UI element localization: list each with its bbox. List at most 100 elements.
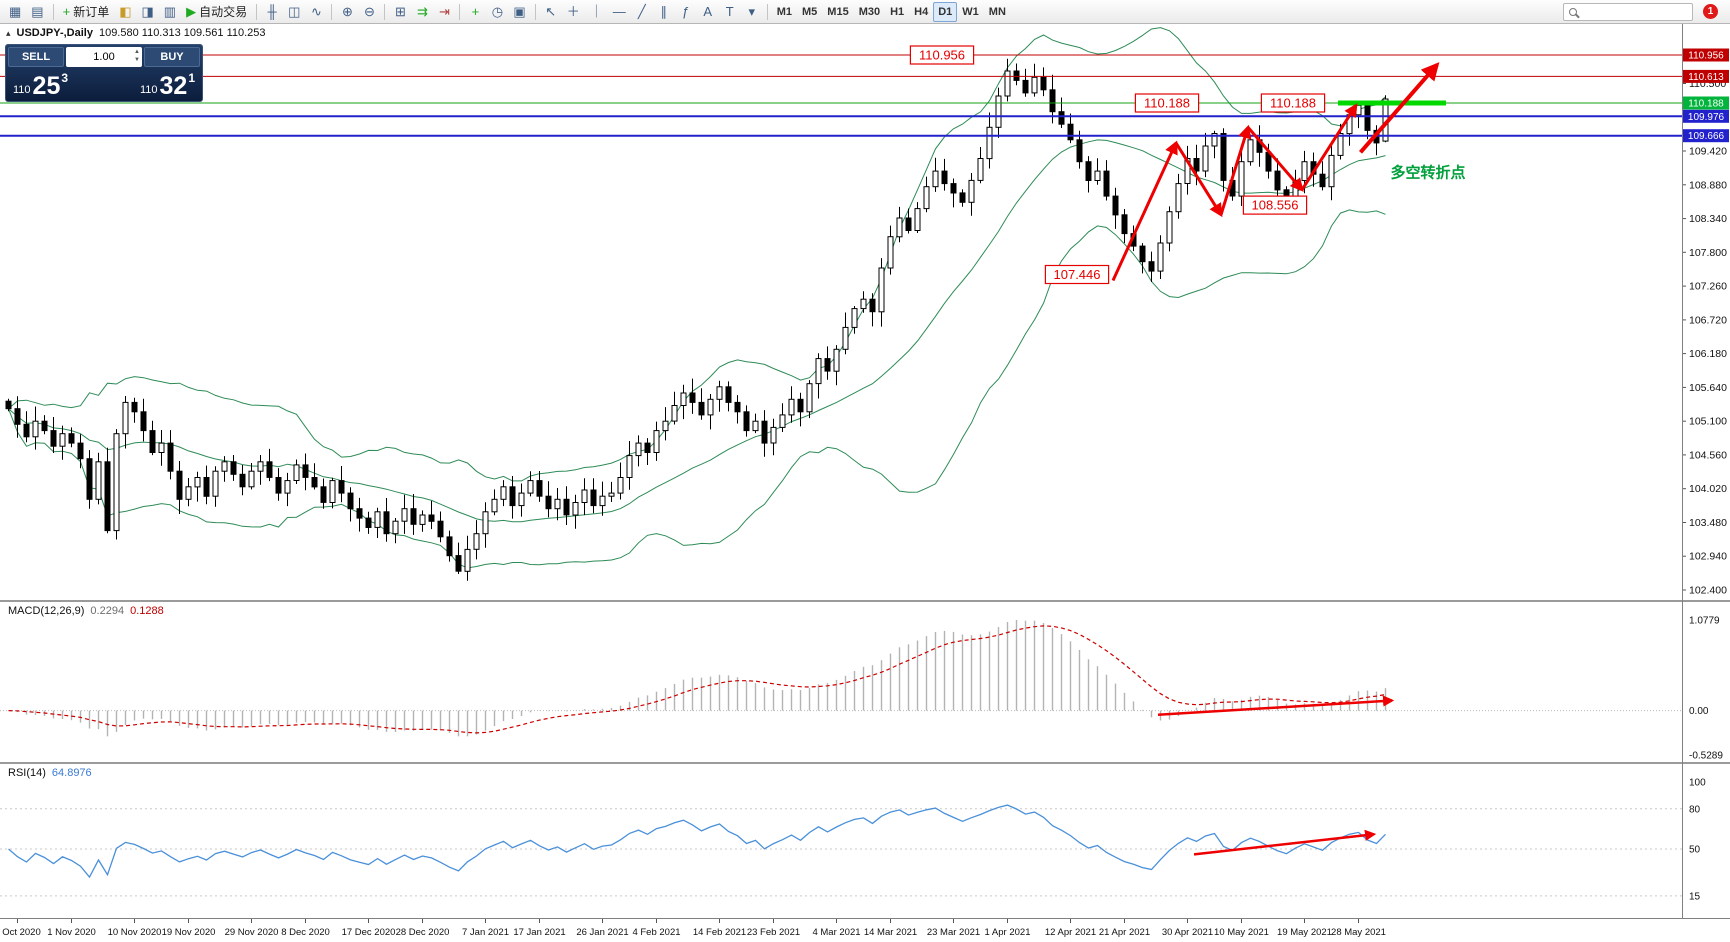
price-callout[interactable]: 110.956 [909, 45, 975, 65]
tf-h1-button-label: H1 [890, 5, 905, 18]
new-order-button[interactable]: + 新订单 [58, 2, 115, 22]
trend-zigzag-arrow[interactable] [1174, 142, 1223, 218]
tf-d1-button-label: D1 [938, 5, 953, 18]
text-button[interactable]: A [697, 2, 719, 22]
tf-m30-button[interactable]: M30 [854, 2, 885, 22]
trend-zigzag-arrow[interactable] [1300, 103, 1358, 191]
price-callout[interactable]: 110.188 [1260, 93, 1326, 113]
toolbar-separator [384, 3, 386, 20]
templates-button[interactable]: ▣ [508, 2, 530, 22]
tf-m15-button[interactable]: M15 [822, 2, 853, 22]
time-tick-label: 4 Feb 2021 [632, 927, 680, 938]
tf-d1-button[interactable]: D1 [933, 1, 958, 22]
candlestick-chart-button[interactable]: ◫ [283, 2, 305, 22]
tf-h4-button-label: H4 [914, 5, 929, 18]
tf-mn-button-label: MN [988, 5, 1006, 18]
svg-text:109.976: 109.976 [1688, 112, 1725, 123]
fibonacci-button[interactable]: ƒ [675, 2, 697, 22]
volume-increase-button[interactable]: ▲ [134, 49, 140, 55]
indicators-button[interactable]: + [464, 2, 486, 22]
new-order-button-label: 新订单 [73, 5, 110, 19]
volume-decrease-button[interactable]: ▼ [134, 57, 140, 63]
price-tick-label: 108.340 [1689, 213, 1727, 225]
tf-h1-button[interactable]: H1 [885, 2, 909, 22]
sell-price-pips: 25 [32, 72, 61, 100]
navigator-button[interactable]: ▥ [159, 2, 181, 22]
price-scale[interactable]: 110.500109.960109.420108.880108.340107.8… [1683, 48, 1729, 597]
label-button[interactable]: T [719, 2, 741, 22]
channel-button[interactable]: ∥ [653, 2, 675, 22]
buy-button[interactable]: BUY [144, 47, 200, 67]
svg-text:110.188: 110.188 [1270, 96, 1316, 111]
price-callout[interactable]: 108.556 [1242, 195, 1308, 215]
notification-badge[interactable]: 1 [1703, 4, 1718, 19]
channel-icon: ∥ [660, 4, 667, 19]
fibonacci-icon: ƒ [682, 4, 690, 19]
tf-w1-button[interactable]: W1 [957, 2, 984, 22]
time-tick-label: 14 Feb 2021 [693, 927, 746, 938]
data-window-icon: ◨ [141, 4, 154, 19]
bar-chart-button[interactable]: ╫ [261, 2, 283, 22]
volume-input[interactable]: 1.00 ▲ ▼ [66, 47, 142, 67]
sell-button[interactable]: SELL [8, 47, 64, 67]
time-tick-label: 29 Nov 2020 [225, 927, 279, 938]
volume-spinner: ▲ ▼ [134, 48, 140, 64]
tf-h4-button[interactable]: H4 [909, 2, 933, 22]
chart-shift-button[interactable]: ⇥ [433, 2, 455, 22]
cursor-button[interactable]: ↖ [540, 2, 562, 22]
auto-scroll-button[interactable]: ⇉ [411, 2, 433, 22]
rsi-trend-arrow[interactable] [1193, 829, 1377, 856]
zoom-out-icon: ⊖ [363, 4, 375, 19]
price-callout[interactable]: 110.188 [1134, 93, 1200, 113]
shapes-button[interactable]: ▾ [741, 2, 763, 22]
candlestick-series [5, 58, 1389, 581]
macd-panel [0, 620, 1682, 737]
tf-m30-button-label: M30 [858, 5, 881, 18]
price-tick-label: 107.800 [1689, 247, 1727, 259]
tile-windows-button[interactable]: ⊞ [389, 2, 411, 22]
tf-m5-button-label: M5 [802, 5, 818, 18]
tf-mn-button[interactable]: MN [984, 2, 1011, 22]
price-callout[interactable]: 107.446 [1044, 264, 1110, 285]
toolbar-search-input[interactable] [1582, 5, 1687, 18]
trend-zigzag-arrow[interactable] [1111, 140, 1178, 282]
periods-button[interactable]: ◷ [486, 2, 508, 22]
tf-m5-button[interactable]: M5 [797, 2, 822, 22]
market-watch-button[interactable]: ◧ [114, 2, 136, 22]
templates-icon: ▣ [513, 4, 526, 19]
sell-price[interactable]: 110 25 3 [13, 71, 68, 100]
trend-zigzag-arrow[interactable] [1246, 126, 1304, 192]
new-chart-button[interactable]: ▦ [4, 2, 26, 22]
annotation-text[interactable]: 多空转折点 [1390, 163, 1465, 181]
price-badge: 110.188 [1683, 96, 1729, 110]
data-window-button[interactable]: ◨ [137, 2, 159, 22]
chart-ohlc-values: 109.580 110.313 109.561 110.253 [98, 27, 266, 39]
buy-price[interactable]: 110 32 1 [140, 71, 195, 99]
volume-value: 1.00 [93, 51, 115, 63]
profiles-button[interactable]: ▤ [26, 2, 48, 22]
zoom-in-button[interactable]: ⊕ [336, 2, 358, 22]
cursor-icon: ↖ [545, 4, 557, 19]
horizontal-line-button[interactable]: — [608, 2, 631, 22]
vertical-line-button[interactable]: ｜ [585, 2, 608, 22]
zoom-out-button[interactable]: ⊖ [358, 2, 380, 22]
price-tick-label: 105.100 [1689, 416, 1727, 428]
line-chart-button[interactable]: ∿ [305, 2, 327, 22]
rsi-value: 64.8976 [51, 767, 92, 779]
macd-trend-arrow[interactable] [1157, 695, 1395, 717]
toolbar-separator [331, 3, 333, 20]
time-tick-label: 23 Mar 2021 [927, 927, 980, 938]
projection-arrow[interactable] [1358, 62, 1440, 154]
trend-zigzag-arrow[interactable] [1219, 124, 1252, 216]
buy-price-fraction: 1 [188, 71, 195, 85]
trendline-button[interactable]: ╱ [631, 2, 653, 22]
autotrading-button[interactable]: ▶ 自动交易 [181, 2, 252, 22]
rsi-indicator-label: RSI(14) 64.8976 [8, 767, 92, 779]
one-click-trading-panel: SELL 1.00 ▲ ▼ BUY 110 25 3 110 32 1 [5, 44, 203, 102]
one-click-toggle-icon[interactable]: ▴ [6, 27, 11, 38]
tf-m15-button-label: M15 [827, 5, 849, 18]
crosshair-button[interactable]: ＋ [562, 2, 585, 22]
tf-m1-button[interactable]: M1 [772, 2, 797, 22]
